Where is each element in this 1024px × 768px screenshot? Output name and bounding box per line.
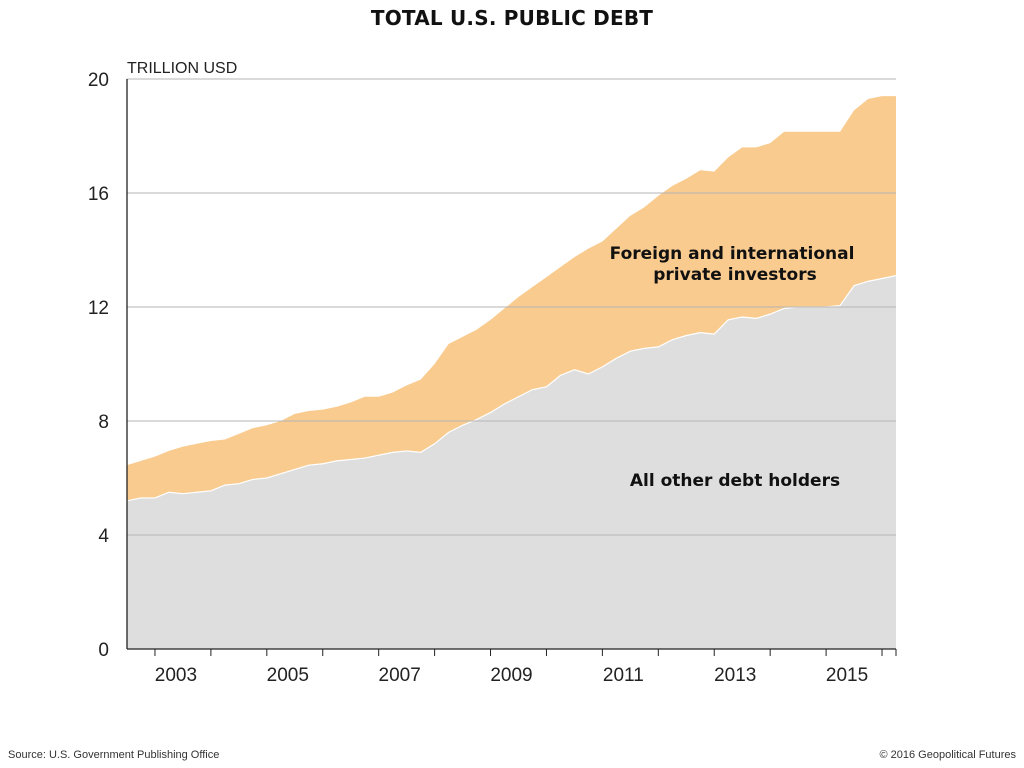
x-tick-label: 2005	[267, 665, 309, 686]
source-note: Source: U.S. Government Publishing Offic…	[8, 749, 220, 761]
x-tick-label: 2003	[155, 665, 197, 686]
x-tick-label: 2007	[379, 665, 421, 686]
axes	[126, 79, 897, 656]
chart-title: TOTAL U.S. PUBLIC DEBT	[370, 6, 654, 30]
gridlines	[127, 78, 896, 536]
copyright-note: © 2016 Geopolitical Futures	[879, 749, 1016, 761]
y-tick-label: 12	[88, 298, 109, 319]
annotation-line: All other debt holders	[630, 471, 840, 491]
area-layer	[126, 96, 897, 649]
x-tick-label: 2011	[603, 665, 644, 686]
annotation-foreign-investors: Foreign and international private invest…	[610, 244, 861, 285]
y-axis-unit-label: TRILLION USD	[127, 60, 237, 77]
area-other-debt-holders	[127, 275, 896, 649]
y-tick-label: 4	[98, 526, 109, 547]
x-tick-label: 2015	[826, 665, 868, 686]
series-boundary-line	[126, 275, 897, 502]
y-tick-label: 0	[98, 640, 109, 661]
y-tick-label: 16	[88, 184, 109, 205]
x-tick-label: 2013	[714, 665, 756, 686]
annotation-other-holders: All other debt holders	[630, 471, 840, 491]
annotation-line: private investors	[653, 265, 816, 285]
y-tick-label: 20	[88, 70, 109, 91]
x-tick-label: 2009	[490, 665, 532, 686]
tick-labels: 0 4 8 12 16 20 2003 2005 2007 2009 2011 2013 2015	[88, 70, 868, 686]
area-foreign-investors	[127, 96, 896, 501]
annotation-line: Foreign and international	[610, 244, 855, 264]
y-tick-label: 8	[98, 412, 109, 433]
